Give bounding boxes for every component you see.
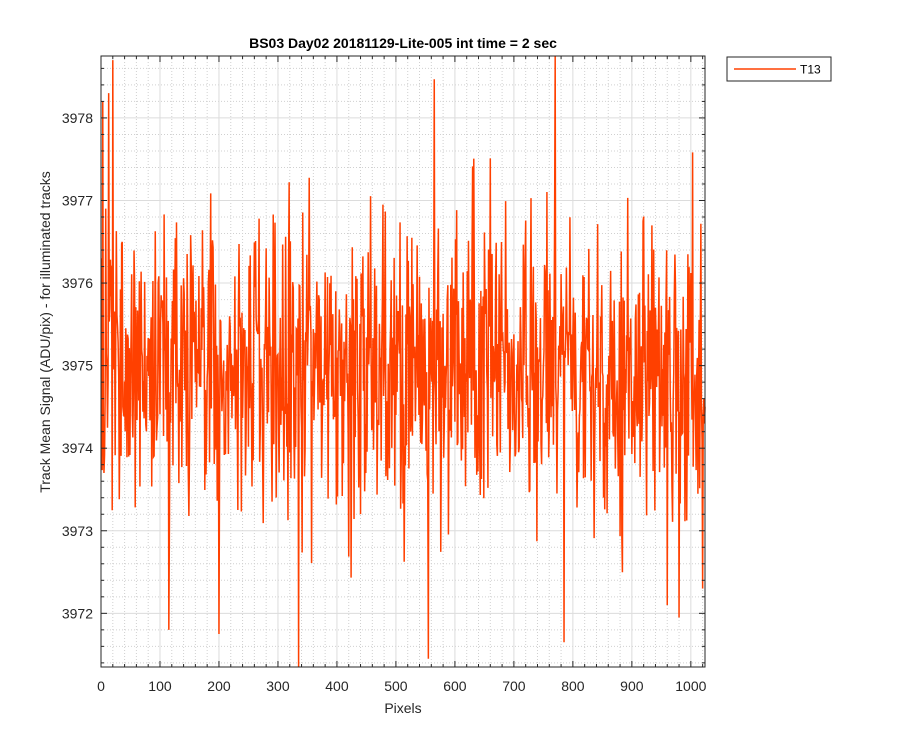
x-tick-label: 500: [384, 678, 408, 694]
y-tick-label: 3977: [62, 192, 93, 208]
axis-ticks: [100, 56, 705, 667]
x-axis-label: Pixels: [384, 700, 421, 716]
x-tick-label: 300: [266, 678, 290, 694]
x-tick-label: 1000: [675, 678, 706, 694]
y-tick-label: 3973: [62, 523, 93, 539]
y-axis-label: Track Mean Signal (ADU/pix) - for illumi…: [37, 171, 53, 493]
series-layer: [100, 55, 706, 668]
x-tick-label: 0: [97, 678, 105, 694]
legend-label-t13: T13: [800, 63, 821, 77]
x-tick-label: 400: [325, 678, 349, 694]
x-tick-label: 200: [207, 678, 231, 694]
y-tick-label: 3975: [62, 358, 93, 374]
series-line-t13: [100, 55, 706, 668]
y-tick-label: 3976: [62, 275, 93, 291]
chart-title: BS03 Day02 20181129-Lite-005 int time = …: [249, 35, 557, 51]
y-tick-label: 3978: [62, 110, 93, 126]
x-tick-label: 600: [443, 678, 467, 694]
y-tick-labels: 3972 3973 3974 3975 3976 3977 3978: [62, 110, 93, 621]
x-tick-label: 900: [620, 678, 644, 694]
y-tick-label: 3974: [62, 440, 93, 456]
legend: T13: [726, 56, 832, 82]
x-tick-label: 800: [561, 678, 585, 694]
plot-frame: [100, 55, 706, 668]
x-tick-labels: 0 100 200 300 400 500 600 700 800 900 1000: [97, 678, 707, 694]
y-tick-label: 3972: [62, 605, 93, 621]
x-tick-label: 100: [148, 678, 172, 694]
x-tick-label: 700: [502, 678, 526, 694]
